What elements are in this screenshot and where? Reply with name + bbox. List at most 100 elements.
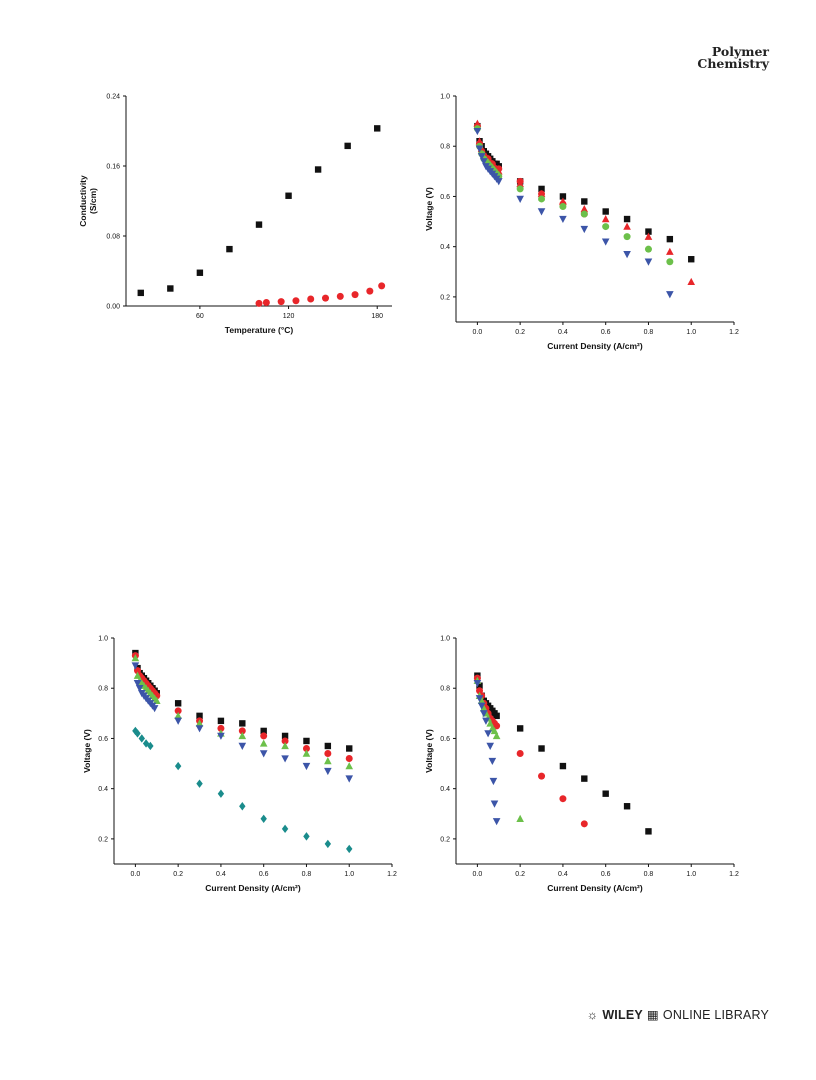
data-point [217, 717, 225, 725]
data-point [490, 800, 499, 808]
data-point [623, 803, 631, 810]
y-tick-label: 0.4 [98, 786, 108, 793]
data-point [559, 795, 567, 803]
data-point [277, 298, 285, 306]
data-point [366, 287, 374, 295]
series-black-square [474, 122, 695, 263]
data-point [345, 762, 354, 770]
data-point [138, 734, 145, 743]
data-point [644, 245, 652, 253]
y-tick-label: 0.00 [106, 304, 120, 311]
data-point [150, 705, 159, 713]
data-point [262, 299, 270, 306]
data-point [537, 208, 546, 216]
data-point [174, 700, 182, 707]
y-tick-label: 1.0 [98, 636, 108, 643]
x-tick-label: 0.6 [601, 871, 611, 878]
data-point [559, 215, 567, 224]
data-point [196, 712, 203, 720]
data-point [374, 125, 381, 132]
y-tick-label: 0.4 [440, 244, 450, 251]
data-point [152, 696, 161, 704]
data-point [238, 742, 247, 750]
data-point [302, 744, 310, 752]
data-point [324, 839, 332, 849]
data-point [477, 702, 486, 710]
x-tick-label: 180 [371, 313, 383, 320]
series-green-triangle-up [131, 654, 354, 770]
x-tick-label: 0.2 [515, 871, 525, 878]
data-point [559, 762, 567, 770]
data-point [345, 775, 354, 783]
data-point [259, 750, 268, 758]
data-point [475, 145, 484, 153]
data-point [131, 662, 140, 670]
y-tick-label: 0.24 [106, 94, 120, 101]
data-point [239, 720, 246, 727]
data-point [167, 285, 174, 292]
data-point [281, 824, 289, 834]
series-red-circle [473, 674, 588, 828]
y-tick-label: 0.6 [440, 194, 450, 201]
data-point [260, 732, 268, 740]
y-tick-label: 0.8 [440, 144, 450, 151]
y-tick-label: 0.4 [440, 786, 450, 793]
data-point [494, 178, 503, 186]
x-tick-label: 0.0 [131, 871, 141, 878]
x-tick-label: 1.0 [686, 329, 696, 336]
data-point [476, 682, 483, 689]
data-point [281, 737, 289, 745]
data-point [688, 256, 695, 263]
x-axis-label: Current Density (A/cm²) [205, 883, 301, 893]
data-point [137, 289, 144, 297]
data-point [666, 291, 674, 299]
data-point [324, 767, 332, 776]
data-point [135, 685, 144, 693]
data-point [559, 193, 567, 200]
data-point [580, 210, 588, 218]
data-point [303, 832, 310, 841]
data-point [581, 198, 588, 205]
data-point [133, 680, 142, 688]
data-point [475, 695, 484, 703]
data-point [580, 225, 589, 234]
data-point [666, 258, 674, 266]
y-tick-label: 0.2 [440, 294, 450, 301]
data-point [226, 245, 233, 253]
y-axis-label: Voltage (V) [82, 729, 92, 773]
data-point [259, 739, 268, 747]
data-point [142, 739, 150, 748]
x-tick-label: 120 [283, 313, 295, 320]
data-point [516, 177, 524, 185]
x-tick-label: 1.2 [729, 871, 739, 878]
data-point [602, 223, 610, 231]
x-tick-label: 0.4 [216, 871, 226, 878]
data-point [196, 779, 203, 788]
polarization-chart-bottom-right: 0.0 0.2 0.4 0.6 0.8 1.0 1.2 0.2 0.4 0.6 0.8 1.0 Curr… [424, 636, 739, 894]
data-point [238, 727, 246, 735]
data-point [492, 818, 501, 826]
data-point [538, 745, 545, 752]
data-point [174, 761, 182, 771]
data-point [645, 228, 652, 235]
data-point [174, 717, 182, 725]
data-point [174, 707, 182, 715]
y-tick-label: 0.8 [98, 686, 108, 693]
series-green-circle [473, 125, 674, 266]
data-point [322, 294, 329, 302]
data-point [580, 820, 588, 828]
x-tick-label: 1.0 [686, 871, 696, 878]
data-point [489, 777, 498, 786]
x-tick-label: 0.6 [601, 329, 611, 336]
data-point [480, 710, 488, 718]
data-point [644, 232, 653, 240]
y-tick-label: 0.2 [98, 836, 108, 843]
data-point [260, 814, 267, 823]
data-point [302, 749, 311, 757]
data-point [484, 730, 492, 738]
data-point [623, 215, 631, 223]
journal-title: Polymer Chemistry [697, 45, 769, 70]
data-point [473, 680, 482, 688]
x-tick-label: 0.0 [473, 871, 483, 878]
data-point [580, 205, 589, 213]
